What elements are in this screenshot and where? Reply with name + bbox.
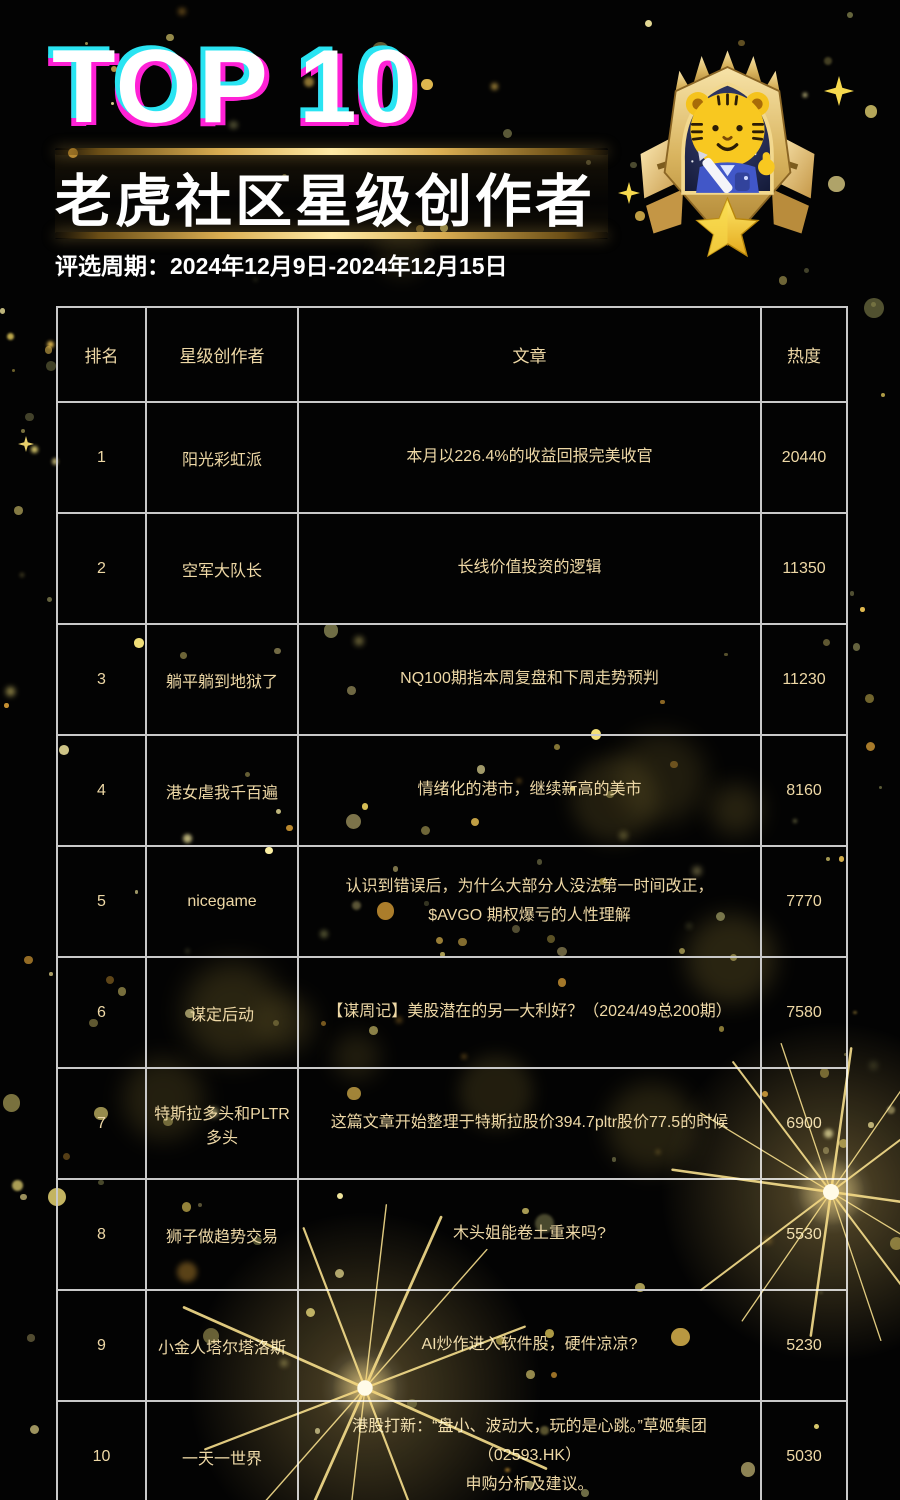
col-creator: 星级创作者: [145, 306, 299, 403]
gold-stripe-top: [55, 148, 608, 155]
heat-value: 11350: [760, 512, 848, 625]
leaderboard-body: 1 阳光彩虹派 本月以226.4%的收益回报完美收官 20440 2 空军大队长…: [56, 401, 848, 1500]
gold-stripe-bottom: [55, 232, 608, 239]
table-row: 7 特斯拉多头和PLTR多头 这篇文章开始整理于特斯拉股价394.7pltr股价…: [56, 1067, 848, 1180]
page-title: TOP 10: [52, 29, 419, 145]
table-row: 6 谋定后动 【谋周记】美股潜在的另一大利好？（2024/49总200期） 75…: [56, 956, 848, 1069]
table-row: 3 躺平躺到地狱了 NQ100期指本周复盘和下周走势预判 11230: [56, 623, 848, 736]
tiger-mascot: [685, 92, 775, 194]
page-subtitle: 老虎社区星级创作者: [55, 170, 595, 234]
creator-name: 特斯拉多头和PLTR多头: [145, 1067, 299, 1180]
creator-name: 躺平躺到地狱了: [145, 623, 299, 736]
leaderboard-table: 排名 星级创作者 文章 热度 1 阳光彩虹派 本月以226.4%的收益回报完美收…: [56, 306, 848, 1500]
rank-value: 10: [56, 1400, 147, 1500]
rank-value: 7: [56, 1067, 147, 1180]
heat-value: 11230: [760, 623, 848, 736]
table-row: 9 小金人塔尔塔洛斯 AI炒作进入软件股，硬件凉凉? 5230: [56, 1289, 848, 1402]
period-label: 评选周期：2024年12月9日-2024年12月15日: [55, 253, 508, 279]
creator-name: 狮子做趋势交易: [145, 1178, 299, 1291]
creator-name: 小金人塔尔塔洛斯: [145, 1289, 299, 1402]
rank-value: 8: [56, 1178, 147, 1291]
rank-value: 4: [56, 734, 147, 847]
heat-value: 7770: [760, 845, 848, 958]
article-title: 港股打新：“盘小、波动大，玩的是心跳。”草姬集团（02593.HK） 申购分析及…: [297, 1400, 762, 1500]
tiger-star-badge-icon: [640, 50, 815, 258]
creator-name: 港女虐我千百遍: [145, 734, 299, 847]
table-row: 1 阳光彩虹派 本月以226.4%的收益回报完美收官 20440: [56, 401, 848, 514]
article-title: NQ100期指本周复盘和下周走势预判: [297, 623, 762, 736]
rank-value: 1: [56, 401, 147, 514]
table-row: 10 一天一世界 港股打新：“盘小、波动大，玩的是心跳。”草姬集团（02593.…: [56, 1400, 848, 1500]
col-rank: 排名: [56, 306, 147, 403]
creator-name: nicegame: [145, 845, 299, 958]
table-header-row: 排名 星级创作者 文章 热度: [56, 306, 848, 403]
rank-value: 2: [56, 512, 147, 625]
article-title: 情绪化的港市，继续新高的美市: [297, 734, 762, 847]
article-title: 木头姐能卷土重来吗?: [297, 1178, 762, 1291]
creator-name: 阳光彩虹派: [145, 401, 299, 514]
table-row: 4 港女虐我千百遍 情绪化的港市，继续新高的美市 8160: [56, 734, 848, 847]
heat-value: 5530: [760, 1178, 848, 1291]
rank-value: 6: [56, 956, 147, 1069]
col-heat: 热度: [760, 306, 848, 403]
heat-value: 5230: [760, 1289, 848, 1402]
article-title: 这篇文章开始整理于特斯拉股价394.7pltr股价77.5的时候: [297, 1067, 762, 1180]
heat-value: 8160: [760, 734, 848, 847]
rank-value: 9: [56, 1289, 147, 1402]
article-title: 【谋周记】美股潜在的另一大利好？（2024/49总200期）: [297, 956, 762, 1069]
heat-value: 6900: [760, 1067, 848, 1180]
gold-band-glow: [55, 150, 608, 238]
heat-value: 5030: [760, 1400, 848, 1500]
rank-value: 5: [56, 845, 147, 958]
article-title: 认识到错误后，为什么大部分人没法第一时间改正， $AVGO 期权爆亏的人性理解: [297, 845, 762, 958]
creator-name: 谋定后动: [145, 956, 299, 1069]
sparkle-icon: [18, 436, 34, 452]
table-row: 5 nicegame 认识到错误后，为什么大部分人没法第一时间改正， $AVGO…: [56, 845, 848, 958]
article-title: 本月以226.4%的收益回报完美收官: [297, 401, 762, 514]
table-row: 8 狮子做趋势交易 木头姐能卷土重来吗? 5530: [56, 1178, 848, 1291]
col-article: 文章: [297, 306, 762, 403]
heat-value: 7580: [760, 956, 848, 1069]
rank-value: 3: [56, 623, 147, 736]
creator-name: 空军大队长: [145, 512, 299, 625]
heat-value: 20440: [760, 401, 848, 514]
badge-bottom-star: [695, 196, 760, 258]
article-title: 长线价值投资的逻辑: [297, 512, 762, 625]
sparkle-icon: [824, 76, 854, 106]
article-title: AI炒作进入软件股，硬件凉凉?: [297, 1289, 762, 1402]
creator-name: 一天一世界: [145, 1400, 299, 1500]
table-row: 2 空军大队长 长线价值投资的逻辑 11350: [56, 512, 848, 625]
